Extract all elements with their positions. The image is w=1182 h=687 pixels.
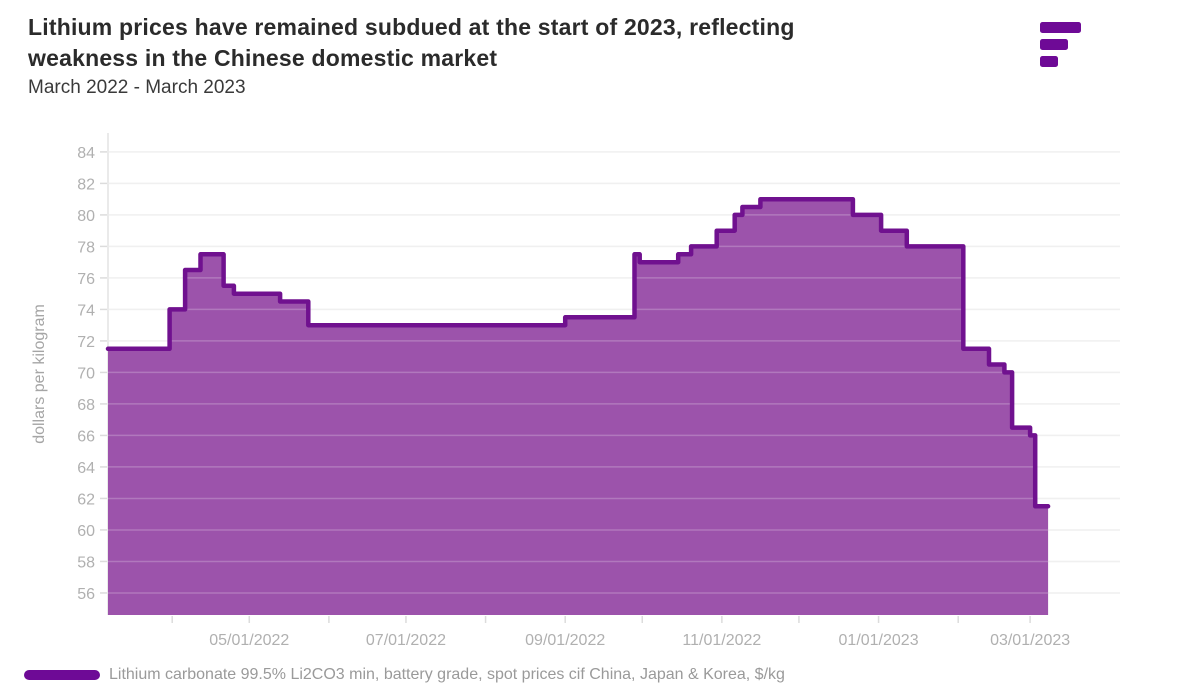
svg-text:03/01/2023: 03/01/2023 [990, 632, 1070, 649]
legend-swatch-icon [24, 670, 100, 680]
svg-text:84: 84 [77, 145, 95, 162]
svg-text:72: 72 [77, 334, 95, 351]
logo-bar-icon [1040, 56, 1058, 67]
svg-text:09/01/2022: 09/01/2022 [525, 632, 605, 649]
svg-text:80: 80 [77, 208, 95, 225]
chart-title-line2: weakness in the Chinese domestic market [28, 45, 498, 71]
svg-text:82: 82 [77, 176, 95, 193]
chart-legend: Lithium carbonate 99.5% Li2CO3 min, batt… [24, 666, 785, 684]
chart-title: Lithium prices have remained subdued at … [28, 12, 795, 74]
svg-text:60: 60 [77, 523, 95, 540]
svg-text:70: 70 [77, 365, 95, 382]
svg-text:58: 58 [77, 554, 95, 571]
svg-text:05/01/2022: 05/01/2022 [209, 632, 289, 649]
logo-bar-icon [1040, 39, 1068, 50]
svg-text:68: 68 [77, 397, 95, 414]
svg-text:11/01/2022: 11/01/2022 [682, 632, 761, 649]
svg-text:62: 62 [77, 491, 95, 508]
svg-text:01/01/2023: 01/01/2023 [839, 632, 919, 649]
svg-text:56: 56 [77, 586, 95, 603]
svg-text:76: 76 [77, 271, 95, 288]
svg-text:64: 64 [77, 460, 95, 477]
svg-text:07/01/2022: 07/01/2022 [366, 632, 446, 649]
svg-text:78: 78 [77, 239, 95, 256]
svg-text:dollars per kilogram: dollars per kilogram [31, 304, 48, 444]
svg-text:66: 66 [77, 428, 95, 445]
chart-subtitle: March 2022 - March 2023 [28, 77, 246, 98]
svg-text:74: 74 [77, 302, 95, 319]
fastmarkets-logo [1040, 22, 1081, 73]
logo-bar-icon [1040, 22, 1081, 33]
chart-title-line1: Lithium prices have remained subdued at … [28, 14, 795, 40]
legend-label: Lithium carbonate 99.5% Li2CO3 min, batt… [109, 666, 785, 683]
